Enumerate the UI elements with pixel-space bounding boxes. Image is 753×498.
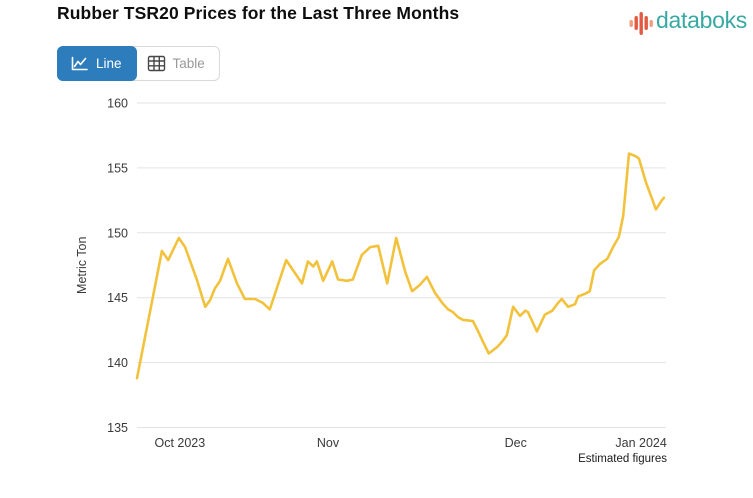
- table-icon: [147, 55, 166, 72]
- databoks-logo-text: databoks: [656, 7, 747, 33]
- x-tick-label: Dec: [505, 436, 527, 450]
- x-tick-label: Jan 2024: [615, 436, 666, 450]
- price-line: [135, 152, 666, 380]
- page-title: Rubber TSR20 Prices for the Last Three M…: [57, 3, 460, 23]
- x-tick-label: Nov: [317, 436, 340, 450]
- y-tick-label: 160: [107, 97, 128, 111]
- table-view-button[interactable]: Table: [136, 47, 219, 80]
- y-tick-label: 155: [107, 161, 128, 175]
- x-tick-label: Oct 2023: [154, 436, 205, 450]
- line-view-button[interactable]: Line: [57, 46, 137, 81]
- line-chart-icon: [69, 55, 89, 73]
- view-toggle: Line Table: [57, 46, 220, 81]
- y-tick-label: 150: [107, 226, 128, 240]
- y-tick-label: 135: [107, 421, 128, 435]
- databoks-bars-icon: [629, 9, 654, 44]
- databoks-logo[interactable]: databoks: [629, 6, 747, 44]
- estimated-figures-note: Estimated figures: [578, 453, 667, 465]
- line-view-label: Line: [96, 56, 122, 71]
- y-axis-title: Metric Ton: [75, 236, 89, 293]
- table-view-label: Table: [172, 56, 205, 71]
- y-tick-label: 140: [107, 356, 128, 370]
- y-tick-label: 145: [107, 291, 128, 305]
